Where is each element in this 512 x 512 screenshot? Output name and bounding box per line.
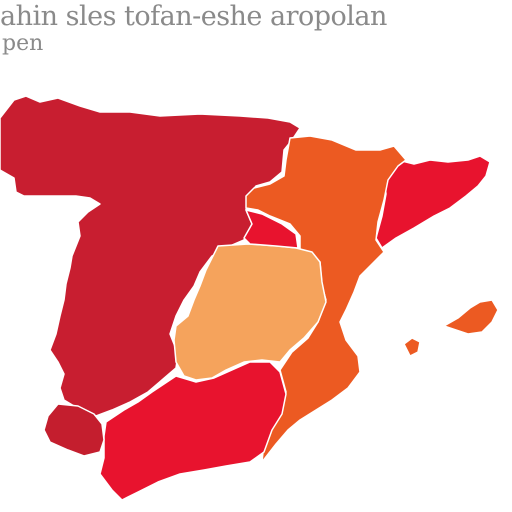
region-south xyxy=(99,361,287,501)
region-northwest-west xyxy=(0,95,301,417)
region-center-north xyxy=(243,209,299,249)
island-mallorca xyxy=(443,299,499,335)
balearic-islands xyxy=(403,299,499,357)
region-northeast-coast xyxy=(375,155,491,249)
region-southwest xyxy=(43,403,105,457)
region-center xyxy=(173,243,327,381)
map-title: ahin sles tofan-eshe aropolan xyxy=(0,1,387,32)
island-ibiza xyxy=(403,337,421,357)
map-subtitle: pen xyxy=(2,31,44,56)
